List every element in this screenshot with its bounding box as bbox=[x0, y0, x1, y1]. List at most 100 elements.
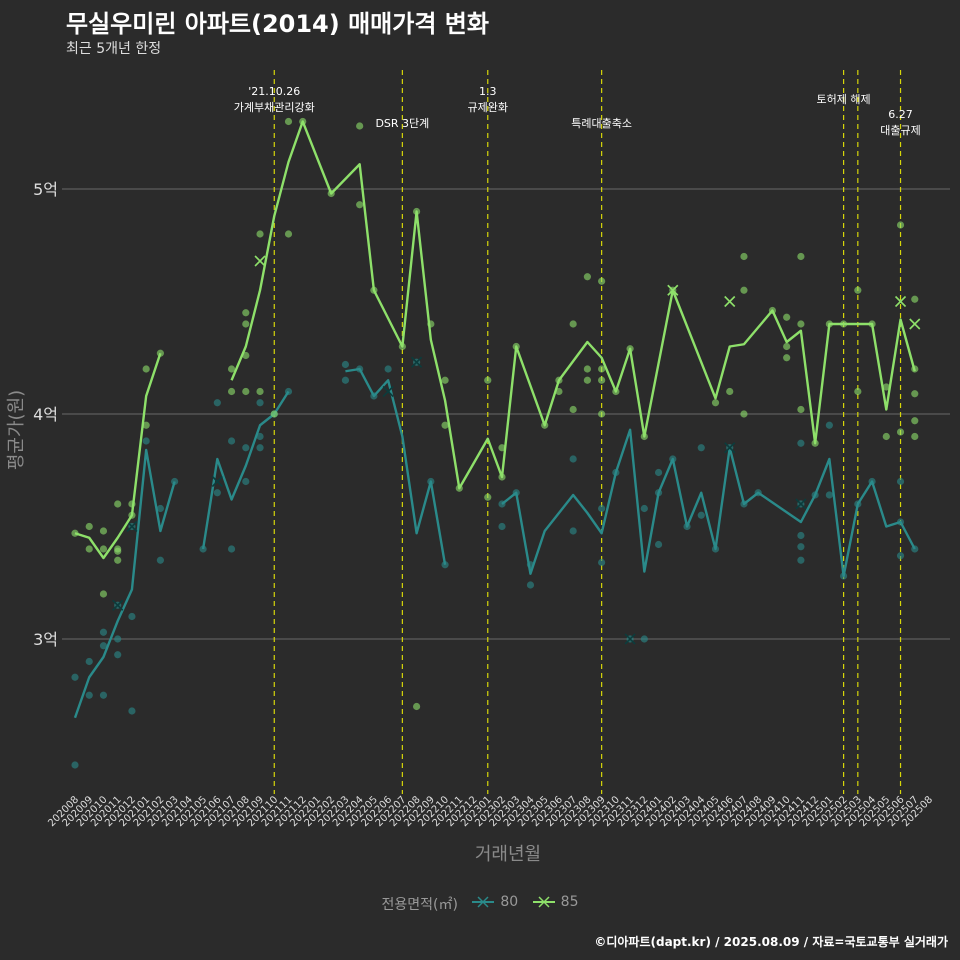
data-point-85 bbox=[242, 320, 250, 328]
data-point-85 bbox=[284, 230, 293, 238]
data-point-85 bbox=[142, 421, 150, 429]
data-point-85 bbox=[242, 309, 250, 317]
data-point-80 bbox=[99, 642, 108, 650]
data-point-80 bbox=[384, 365, 392, 373]
data-point-85 bbox=[227, 365, 236, 373]
data-point-85 bbox=[711, 399, 720, 407]
data-point-80 bbox=[99, 691, 108, 699]
data-point-85 bbox=[484, 376, 492, 384]
avg-line-85 bbox=[230, 120, 916, 490]
data-point-85 bbox=[242, 387, 250, 396]
legend-key-80 bbox=[472, 896, 495, 908]
data-point-85 bbox=[598, 277, 606, 285]
data-point-85 bbox=[441, 421, 449, 429]
data-point-80 bbox=[341, 376, 350, 384]
avg-line-85 bbox=[74, 352, 162, 560]
data-point-85 bbox=[284, 117, 293, 126]
data-point-80 bbox=[896, 552, 905, 560]
data-point-80 bbox=[156, 556, 164, 564]
data-point-85 bbox=[911, 390, 919, 398]
data-point-80 bbox=[256, 432, 264, 441]
data-point-80 bbox=[227, 437, 236, 445]
cross-marker-80 bbox=[624, 633, 636, 645]
cross-marker-85 bbox=[909, 318, 921, 330]
data-point-80 bbox=[654, 468, 663, 477]
cross-marker-80 bbox=[382, 385, 394, 398]
data-point-80 bbox=[797, 531, 805, 540]
data-point-80 bbox=[896, 477, 905, 486]
data-point-85 bbox=[797, 320, 805, 328]
legend-item-85: 85 bbox=[532, 894, 579, 910]
data-point-80 bbox=[227, 545, 236, 553]
event-label: 대출규제 bbox=[880, 124, 920, 137]
data-point-80 bbox=[99, 628, 108, 636]
source-caption: ©디아파트(dapt.kr) / 2025.08.09 / 자료=국토교통부 실… bbox=[594, 935, 948, 949]
data-point-85 bbox=[797, 405, 805, 414]
legend-item-80: 80 bbox=[472, 894, 518, 910]
data-point-85 bbox=[854, 286, 862, 294]
y-tick-label: 4억 bbox=[33, 405, 58, 424]
cross-marker-85 bbox=[894, 295, 907, 308]
data-point-85 bbox=[99, 527, 108, 535]
data-point-80 bbox=[498, 522, 506, 531]
data-point-80 bbox=[71, 761, 79, 769]
data-point-85 bbox=[85, 522, 93, 531]
data-point-80 bbox=[526, 581, 535, 589]
data-point-80 bbox=[697, 511, 705, 519]
data-point-80 bbox=[128, 707, 136, 715]
data-point-80 bbox=[825, 421, 833, 429]
data-point-80 bbox=[114, 635, 122, 643]
data-point-85 bbox=[114, 545, 122, 553]
data-point-80 bbox=[640, 504, 648, 513]
data-point-80 bbox=[242, 444, 250, 452]
data-point-85 bbox=[270, 410, 278, 418]
data-point-80 bbox=[598, 558, 606, 567]
data-point-80 bbox=[256, 444, 264, 452]
data-point-85 bbox=[583, 273, 592, 281]
data-point-80 bbox=[569, 455, 577, 463]
data-point-85 bbox=[569, 320, 577, 328]
data-point-80 bbox=[85, 657, 93, 666]
legend: 전용면적(㎡) 80 85 bbox=[0, 894, 960, 914]
event-label: 특례대출축소 bbox=[571, 117, 632, 130]
cross-marker-80 bbox=[724, 442, 736, 454]
data-point-85 bbox=[99, 590, 108, 598]
legend-label-85: 85 bbox=[560, 894, 579, 910]
data-point-85 bbox=[797, 252, 805, 261]
data-point-85 bbox=[256, 230, 264, 238]
data-point-85 bbox=[256, 387, 264, 396]
data-point-85 bbox=[896, 221, 905, 229]
data-point-80 bbox=[114, 651, 122, 659]
data-point-85 bbox=[583, 376, 592, 384]
data-point-80 bbox=[71, 673, 79, 681]
cross-marker-80 bbox=[112, 599, 124, 611]
data-point-85 bbox=[598, 365, 606, 373]
data-point-85 bbox=[882, 432, 890, 441]
avg-line-80 bbox=[501, 428, 916, 578]
data-point-85 bbox=[783, 313, 791, 321]
data-point-85 bbox=[114, 500, 122, 508]
data-point-85 bbox=[911, 432, 919, 441]
legend-label-80: 80 bbox=[500, 894, 519, 910]
x-axis-title: 거래년월 bbox=[475, 844, 541, 865]
cross-marker-80 bbox=[411, 356, 423, 368]
data-point-85 bbox=[99, 545, 108, 553]
chart-title: 무실우미린 아파트(2014) 매매가격 변화 bbox=[66, 10, 489, 38]
data-point-80 bbox=[341, 360, 350, 369]
legend-title: 전용면적(㎡) bbox=[381, 897, 458, 913]
data-point-80 bbox=[142, 437, 150, 445]
event-label: 토허제 해제 bbox=[817, 92, 871, 106]
data-point-85 bbox=[854, 387, 862, 396]
data-point-85 bbox=[441, 376, 449, 384]
data-point-85 bbox=[598, 376, 606, 384]
data-point-85 bbox=[356, 201, 364, 209]
data-point-85 bbox=[413, 702, 421, 711]
data-point-80 bbox=[797, 543, 805, 551]
cross-marker-85 bbox=[254, 255, 266, 267]
data-point-80 bbox=[797, 439, 805, 447]
event-label: 규제완화 bbox=[468, 101, 508, 114]
data-point-85 bbox=[783, 354, 791, 362]
data-point-80 bbox=[640, 635, 648, 643]
event-label: '21.10.26 bbox=[248, 85, 300, 98]
event-label: 가계부채관리강화 bbox=[234, 101, 315, 114]
